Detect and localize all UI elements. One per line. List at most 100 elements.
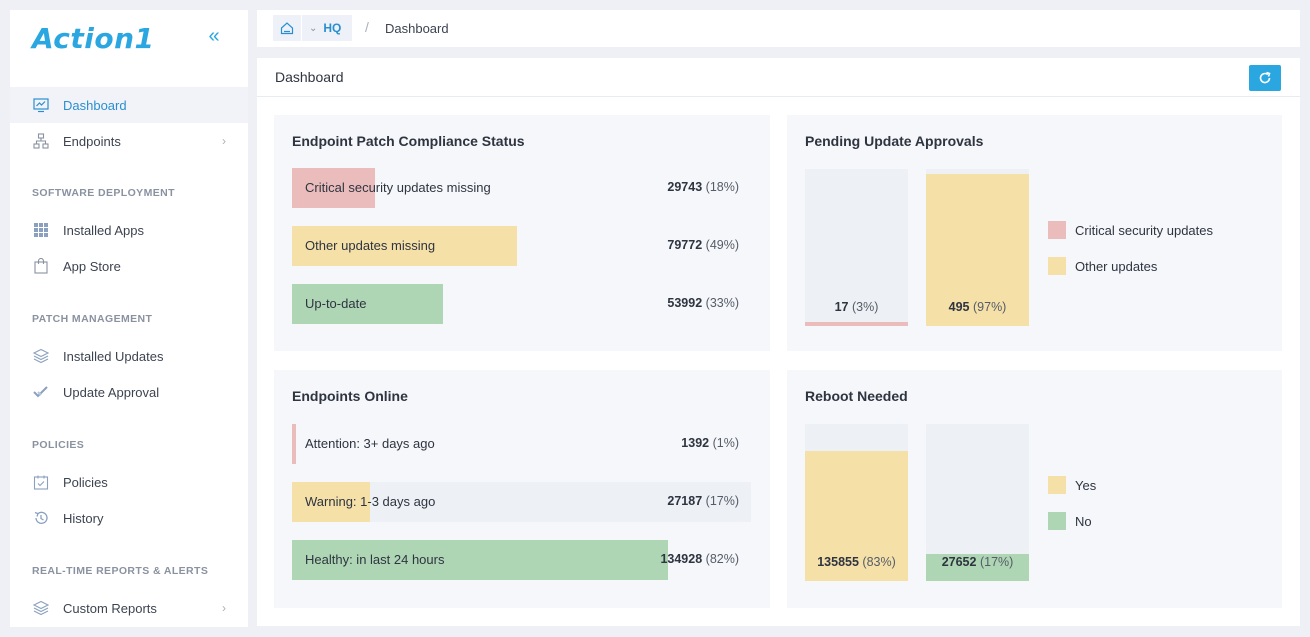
grid-icon [32, 221, 50, 239]
collapse-sidebar-icon[interactable]: « [208, 25, 220, 47]
bar-value: 135855 (83%) [817, 555, 896, 569]
legend-critical: Critical security updates [1048, 221, 1213, 239]
org-name: HQ [323, 21, 342, 35]
legend-swatch [1048, 512, 1066, 530]
card-title: Reboot Needed [805, 388, 908, 404]
card-endpoints-online[interactable]: Endpoints Online Attention: 3+ days ago … [274, 370, 770, 608]
section-title-policies: POLICIES [32, 439, 85, 451]
legend-other: Other updates [1048, 257, 1157, 275]
online-row-attention[interactable]: Attention: 3+ days ago 1392 (1%) [292, 424, 751, 464]
legend-label: No [1075, 513, 1092, 529]
title-divider [257, 96, 1300, 97]
layers-icon [32, 599, 50, 617]
online-row-healthy[interactable]: Healthy: in last 24 hours 134928 (82%) [292, 540, 751, 580]
sidebar-item-app-store[interactable]: App Store [10, 248, 248, 284]
bar-fill [292, 540, 669, 580]
pending-bar-critical[interactable]: 17 (3%) [805, 169, 908, 326]
card-pending-approvals[interactable]: Pending Update Approvals 17 (3%) 495 (97… [787, 115, 1282, 351]
row-value: 79772 (49%) [667, 238, 739, 252]
card-patch-compliance[interactable]: Endpoint Patch Compliance Status Critica… [274, 115, 770, 351]
legend-no: No [1048, 512, 1092, 530]
bar-value: 495 (97%) [948, 300, 1007, 314]
dashboard-panel: Dashboard Endpoint Patch Compliance Stat… [257, 58, 1300, 626]
legend-label: Yes [1075, 477, 1097, 493]
compliance-row-up-to-date[interactable]: Up-to-date 53992 (33%) [292, 284, 751, 324]
layers-icon [32, 347, 50, 365]
section-title-patch-management: PATCH MANAGEMENT [32, 313, 153, 325]
legend-swatch [1048, 221, 1066, 239]
breadcrumb: ⌄ HQ / Dashboard [257, 10, 1300, 47]
card-title: Pending Update Approvals [805, 133, 984, 149]
calendar-check-icon [32, 473, 50, 491]
chevron-down-icon: ⌄ [309, 22, 318, 34]
refresh-button[interactable] [1249, 65, 1281, 91]
reboot-bar-no[interactable]: 27652 (17%) [926, 424, 1029, 581]
chevron-right-icon: › [222, 134, 226, 148]
sidebar-item-label: Dashboard [63, 97, 127, 113]
card-title: Endpoint Patch Compliance Status [292, 133, 525, 149]
reboot-bar-yes[interactable]: 135855 (83%) [805, 424, 908, 581]
row-label: Critical security updates missing [305, 180, 491, 195]
sidebar-item-label: App Store [63, 258, 121, 274]
compliance-row-other[interactable]: Other updates missing 79772 (49%) [292, 226, 751, 266]
legend-label: Critical security updates [1075, 222, 1213, 238]
sidebar-item-label: Update Approval [63, 384, 160, 400]
legend-swatch [1048, 257, 1066, 275]
sidebar-item-update-approval[interactable]: Update Approval [10, 374, 248, 410]
pending-bar-other[interactable]: 495 (97%) [926, 169, 1029, 326]
refresh-icon [1259, 71, 1271, 84]
sidebar-item-label: Policies [63, 474, 108, 490]
legend-swatch [1048, 476, 1066, 494]
row-label: Up-to-date [305, 296, 367, 311]
card-title: Endpoints Online [292, 388, 408, 404]
page-title: Dashboard [275, 69, 344, 85]
row-label: Attention: 3+ days ago [305, 436, 435, 451]
monitor-chart-icon [32, 96, 50, 114]
online-row-warning[interactable]: Warning: 1-3 days ago 27187 (17%) [292, 482, 751, 522]
breadcrumb-separator: / [365, 19, 369, 35]
bar-fill [292, 284, 444, 324]
home-icon[interactable] [273, 15, 301, 41]
sidebar-item-label: Custom Reports [63, 600, 157, 616]
bar-value: 27652 (17%) [941, 555, 1014, 569]
sidebar-item-endpoints[interactable]: Endpoints › [10, 123, 248, 159]
row-value: 29743 (18%) [667, 180, 739, 194]
legend-label: Other updates [1075, 258, 1158, 274]
sidebar-item-label: History [63, 510, 104, 526]
sidebar-item-label: Endpoints [63, 133, 121, 149]
bar-fill [292, 226, 517, 266]
card-reboot-needed[interactable]: Reboot Needed 135855 (83%) 27652 (17%) Y… [787, 370, 1282, 608]
sidebar-item-label: Installed Apps [63, 222, 144, 238]
sidebar-item-installed-apps[interactable]: Installed Apps [10, 212, 248, 248]
chevron-right-icon: › [222, 601, 226, 615]
section-title-reports-alerts: REAL-TIME REPORTS & ALERTS [32, 565, 209, 577]
bar-fill [292, 482, 371, 522]
sidebar-item-history[interactable]: History [10, 500, 248, 536]
action1-logo[interactable]: Action1 [32, 22, 155, 55]
row-value: 1392 (1%) [681, 436, 739, 450]
network-icon [32, 132, 50, 150]
sidebar-item-custom-reports[interactable]: Custom Reports › [10, 590, 248, 626]
bar-value: 17 (3%) [834, 300, 879, 314]
sidebar-item-label: Installed Updates [63, 348, 164, 364]
org-selector[interactable]: ⌄ HQ [302, 15, 352, 41]
bar-fill [292, 168, 375, 208]
sidebar-item-policies[interactable]: Policies [10, 464, 248, 500]
sidebar: Action1 « Dashboard Endpoints › SOFTWARE… [10, 10, 248, 627]
row-value: 53992 (33%) [667, 296, 739, 310]
breadcrumb-current: Dashboard [385, 21, 449, 36]
row-label: Other updates missing [305, 238, 436, 253]
legend-yes: Yes [1048, 476, 1096, 494]
history-icon [32, 509, 50, 527]
bar-fill [805, 322, 908, 326]
row-value: 134928 (82%) [660, 552, 739, 566]
bar-fill [805, 450, 908, 581]
shopping-bag-icon [32, 257, 50, 275]
bar-fill [292, 424, 296, 464]
sidebar-item-installed-updates[interactable]: Installed Updates [10, 338, 248, 374]
sidebar-item-dashboard[interactable]: Dashboard [10, 87, 248, 123]
row-label: Warning: 1-3 days ago [305, 494, 436, 509]
bar-fill [926, 173, 1029, 326]
row-label: Healthy: in last 24 hours [305, 552, 445, 567]
compliance-row-critical[interactable]: Critical security updates missing 29743 … [292, 168, 751, 208]
